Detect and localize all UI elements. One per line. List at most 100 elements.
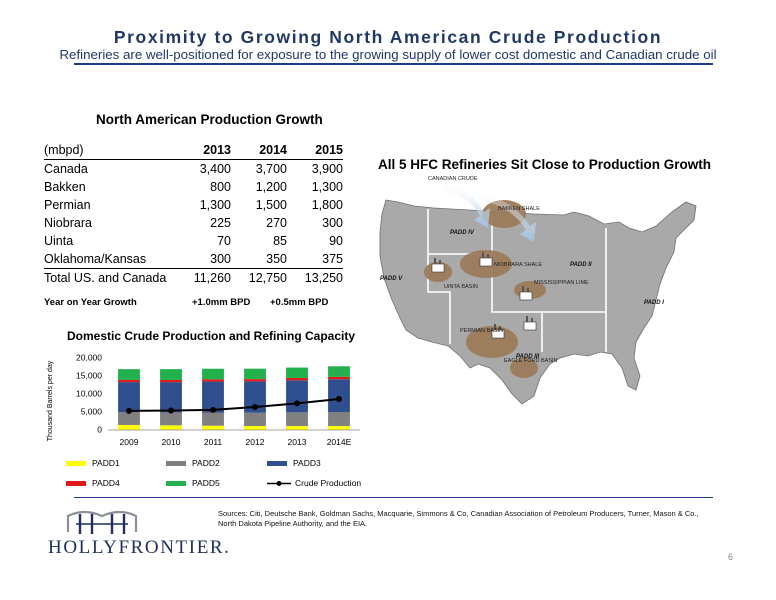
legend-label: PADD5	[192, 478, 220, 488]
bar-segment-padd1	[202, 425, 224, 430]
cell-value: 1,300	[199, 198, 231, 212]
cell-value: 70	[217, 234, 231, 248]
sources-note: Sources: Citi, Deutsche Bank, Goldman Sa…	[218, 509, 699, 528]
us-outline	[379, 199, 697, 405]
cell-value: 1,500	[255, 198, 287, 212]
footer-divider	[74, 497, 713, 498]
capacity-chart: Thousand Barrels per day 0 5,000 10,000 15,…	[47, 353, 361, 489]
y-tick-label: 20,000	[76, 353, 102, 363]
bar-segment-padd1	[160, 425, 182, 430]
bar-segment-padd1	[244, 426, 266, 430]
year-header: 2013	[175, 141, 231, 160]
x-tick-label: 2010	[162, 437, 181, 447]
table-row: Uinta 70 85 90	[44, 232, 343, 250]
bar-segment-padd4	[244, 379, 266, 382]
bar-segment-padd3	[244, 381, 266, 413]
legend-swatch	[166, 481, 186, 486]
row-label: Oklahoma/Kansas	[44, 252, 147, 266]
year-header: 2015	[287, 141, 343, 160]
yoy-label: Year on Year Growth	[44, 297, 137, 308]
refinery-icon	[491, 324, 505, 339]
bar-segment-padd2	[244, 412, 266, 427]
cell-value: 225	[210, 216, 231, 230]
bar-segment-padd3	[160, 382, 182, 413]
padd2-label: PADD II	[570, 262, 592, 268]
bar-segment-padd2	[160, 412, 182, 426]
bar-segment-padd5	[328, 366, 350, 377]
total-value: 13,250	[287, 268, 343, 287]
legend-swatch-marker	[276, 481, 282, 486]
cell-value: 3,400	[199, 162, 231, 176]
x-tick-label: 2011	[204, 437, 223, 447]
legend-label: Crude Production	[295, 478, 361, 488]
bar-segment-padd3	[328, 379, 350, 412]
y-tick-label: 10,000	[76, 389, 102, 399]
production-table: (mbpd) 2013 2014 2015 Canada 3,400 3,700…	[44, 141, 343, 287]
chart-title: Domestic Crude Production and Refining C…	[67, 329, 356, 343]
bar-segment-padd1	[328, 426, 350, 430]
table-row: Permian 1,300 1,500 1,800	[44, 196, 343, 214]
legend-swatch	[66, 481, 86, 486]
uinta-label: UINTA BASIN	[444, 284, 478, 290]
cell-value: 350	[266, 252, 287, 266]
bar-segment-padd5	[118, 369, 140, 380]
legend-swatch	[66, 461, 86, 466]
bar-segment-padd2	[118, 412, 140, 425]
row-label: Niobrara	[44, 216, 92, 230]
page-subtitle: Refineries are well-positioned for expos…	[59, 47, 717, 62]
canadian-crude-arrow	[478, 194, 536, 242]
legend-swatch	[267, 461, 287, 466]
table-header-row: (mbpd) 2013 2014 2015	[44, 141, 343, 160]
cell-value: 300	[210, 252, 231, 266]
bar-segment-padd5	[202, 368, 224, 380]
yoy-growth-2015: +0.5mm BPD	[270, 297, 329, 308]
y-tick-label: 5,000	[81, 407, 103, 417]
unit-label: (mbpd)	[44, 141, 175, 160]
legend-swatch	[166, 461, 186, 466]
cell-value: 270	[266, 216, 287, 230]
padd3-label: PADD III	[516, 354, 540, 360]
permian-label: PERMIAN BASIN	[460, 328, 503, 334]
yoy-growth-2014: +1.0mm BPD	[192, 297, 251, 308]
bar-segment-padd3	[286, 380, 308, 413]
legend-label: PADD1	[92, 458, 120, 468]
refinery-icon	[519, 286, 533, 301]
bar-segment-padd5	[286, 367, 308, 379]
x-tick-label: 2014E	[327, 437, 352, 447]
padd-boundaries	[427, 209, 607, 352]
cell-value: 1,800	[311, 198, 343, 212]
bar-segment-padd2	[286, 412, 308, 427]
cell-value: 300	[322, 216, 343, 230]
y-tick-label: 15,000	[76, 371, 102, 381]
cell-value: 90	[329, 234, 343, 248]
bar-segment-padd1	[286, 426, 308, 430]
row-label: Uinta	[44, 234, 74, 248]
header-divider	[74, 63, 713, 65]
row-label: Bakken	[44, 180, 86, 194]
cell-value: 1,300	[311, 180, 343, 194]
refinery-icon	[523, 316, 537, 331]
refinery-icon	[479, 252, 493, 267]
legend-label: PADD4	[92, 478, 120, 488]
x-tick-label: 2009	[120, 437, 139, 447]
page-number: 6	[728, 552, 734, 562]
bar-segment-padd5	[160, 369, 182, 380]
padd4-label: PADD IV	[450, 230, 475, 236]
crude-production-point	[252, 403, 258, 410]
legend-label: PADD2	[192, 458, 220, 468]
y-axis-label: Thousand Barrels per day	[47, 360, 54, 441]
hollyfrontier-logo-icon	[66, 510, 138, 534]
x-tick-label: 2013	[288, 437, 307, 447]
table-row: Niobrara 225 270 300	[44, 214, 343, 232]
bar-segment-padd4	[118, 379, 140, 383]
bakken-label: BAKKEN SHALE	[498, 206, 540, 212]
bar-segment-padd2	[328, 412, 350, 427]
x-tick-label: 2012	[246, 437, 265, 447]
table-row: Canada 3,400 3,700 3,900	[44, 160, 343, 179]
bar-segment-padd2	[202, 412, 224, 426]
row-label: Permian	[44, 198, 91, 212]
padd1-label: PADD I	[644, 300, 664, 306]
bar-segment-padd4	[286, 378, 308, 381]
crude-production-line	[128, 398, 340, 412]
table-total-row: Total US. and Canada 11,260 12,750 13,25…	[44, 268, 343, 287]
